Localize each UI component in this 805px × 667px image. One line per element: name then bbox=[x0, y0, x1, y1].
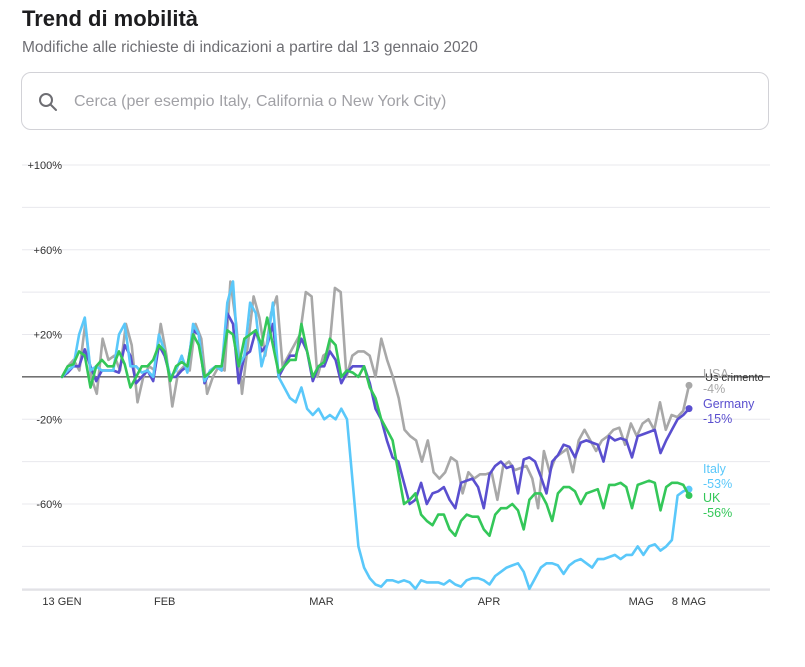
series-value-uk: -56% bbox=[703, 506, 732, 520]
series-line-usa bbox=[60, 280, 691, 510]
x-tick-label: MAG bbox=[629, 596, 654, 608]
y-tick-label: -60% bbox=[36, 499, 62, 511]
x-tick-label: 13 GEN bbox=[42, 596, 81, 608]
series-end-dot-uk bbox=[685, 492, 693, 500]
series-label-italy: Italy bbox=[703, 462, 727, 476]
page-subtitle: Modifiche alle richieste di indicazioni … bbox=[22, 39, 478, 56]
series-line-uk bbox=[60, 316, 691, 538]
series-value-usa: -4% bbox=[703, 382, 725, 396]
baseline-label: Us crimento bbox=[705, 372, 764, 384]
series-line-italy bbox=[60, 280, 691, 591]
series-line-germany bbox=[60, 312, 691, 510]
y-tick-label: +100% bbox=[27, 160, 62, 172]
series-label-usa: USA bbox=[703, 367, 729, 381]
series-value-italy: -53% bbox=[703, 477, 732, 491]
x-tick-label: MAR bbox=[309, 596, 334, 608]
series-end-dot-usa bbox=[685, 381, 693, 389]
page-title: Trend di mobilità bbox=[22, 6, 199, 31]
y-tick-label: +60% bbox=[34, 245, 63, 257]
series-label-germany: Germany bbox=[703, 397, 755, 411]
search-icon bbox=[38, 92, 58, 112]
search-box[interactable] bbox=[21, 72, 769, 130]
mobility-chart: +100% +60% +20% -20% -60% Us crimento 13 GEN FE… bbox=[22, 160, 770, 608]
x-tick-label: FEB bbox=[154, 596, 175, 608]
y-tick-label: -20% bbox=[36, 414, 62, 426]
search-input[interactable] bbox=[72, 83, 756, 121]
series-value-germany: -15% bbox=[703, 412, 732, 426]
series-label-uk: UK bbox=[703, 491, 721, 505]
y-tick-label: +20% bbox=[34, 330, 63, 342]
x-tick-label: APR bbox=[478, 596, 501, 608]
x-tick-label: 8 MAG bbox=[672, 596, 706, 608]
series-end-dot-germany bbox=[685, 405, 693, 413]
